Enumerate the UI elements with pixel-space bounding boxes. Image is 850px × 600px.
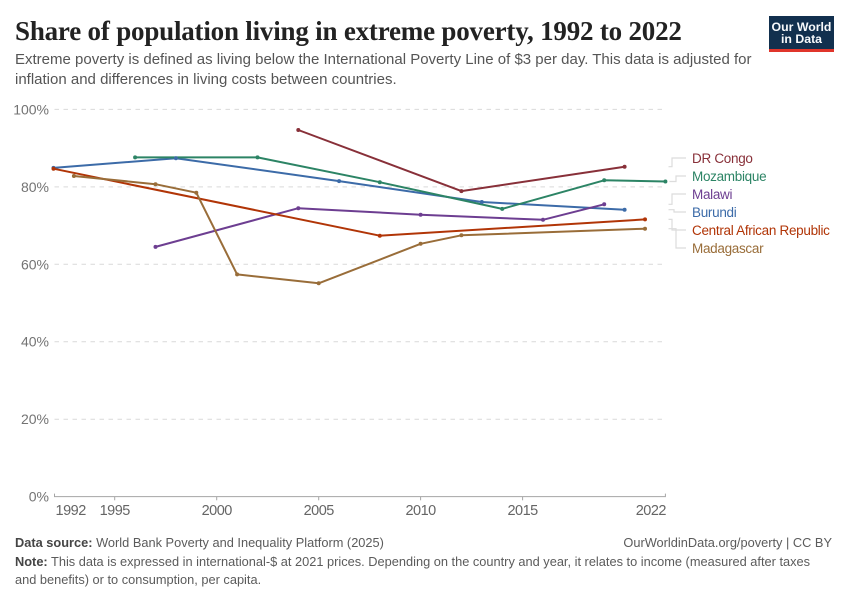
- svg-text:0%: 0%: [29, 489, 49, 505]
- svg-text:40%: 40%: [21, 334, 49, 350]
- svg-text:Madagascar: Madagascar: [692, 241, 764, 256]
- svg-text:20%: 20%: [21, 411, 49, 427]
- svg-text:Malawi: Malawi: [692, 187, 733, 202]
- svg-text:1992: 1992: [56, 503, 87, 519]
- svg-text:DR Congo: DR Congo: [692, 151, 753, 166]
- svg-text:1995: 1995: [100, 503, 131, 519]
- svg-text:2005: 2005: [304, 503, 335, 519]
- svg-text:Burundi: Burundi: [692, 205, 737, 220]
- svg-text:100%: 100%: [13, 101, 49, 117]
- svg-text:2022: 2022: [636, 503, 667, 519]
- svg-text:2010: 2010: [405, 503, 436, 519]
- svg-text:60%: 60%: [21, 256, 49, 272]
- svg-text:Central African Republic: Central African Republic: [692, 223, 830, 238]
- svg-text:80%: 80%: [21, 179, 49, 195]
- svg-text:2015: 2015: [507, 503, 538, 519]
- svg-text:Mozambique: Mozambique: [692, 169, 766, 184]
- svg-text:2000: 2000: [202, 503, 233, 519]
